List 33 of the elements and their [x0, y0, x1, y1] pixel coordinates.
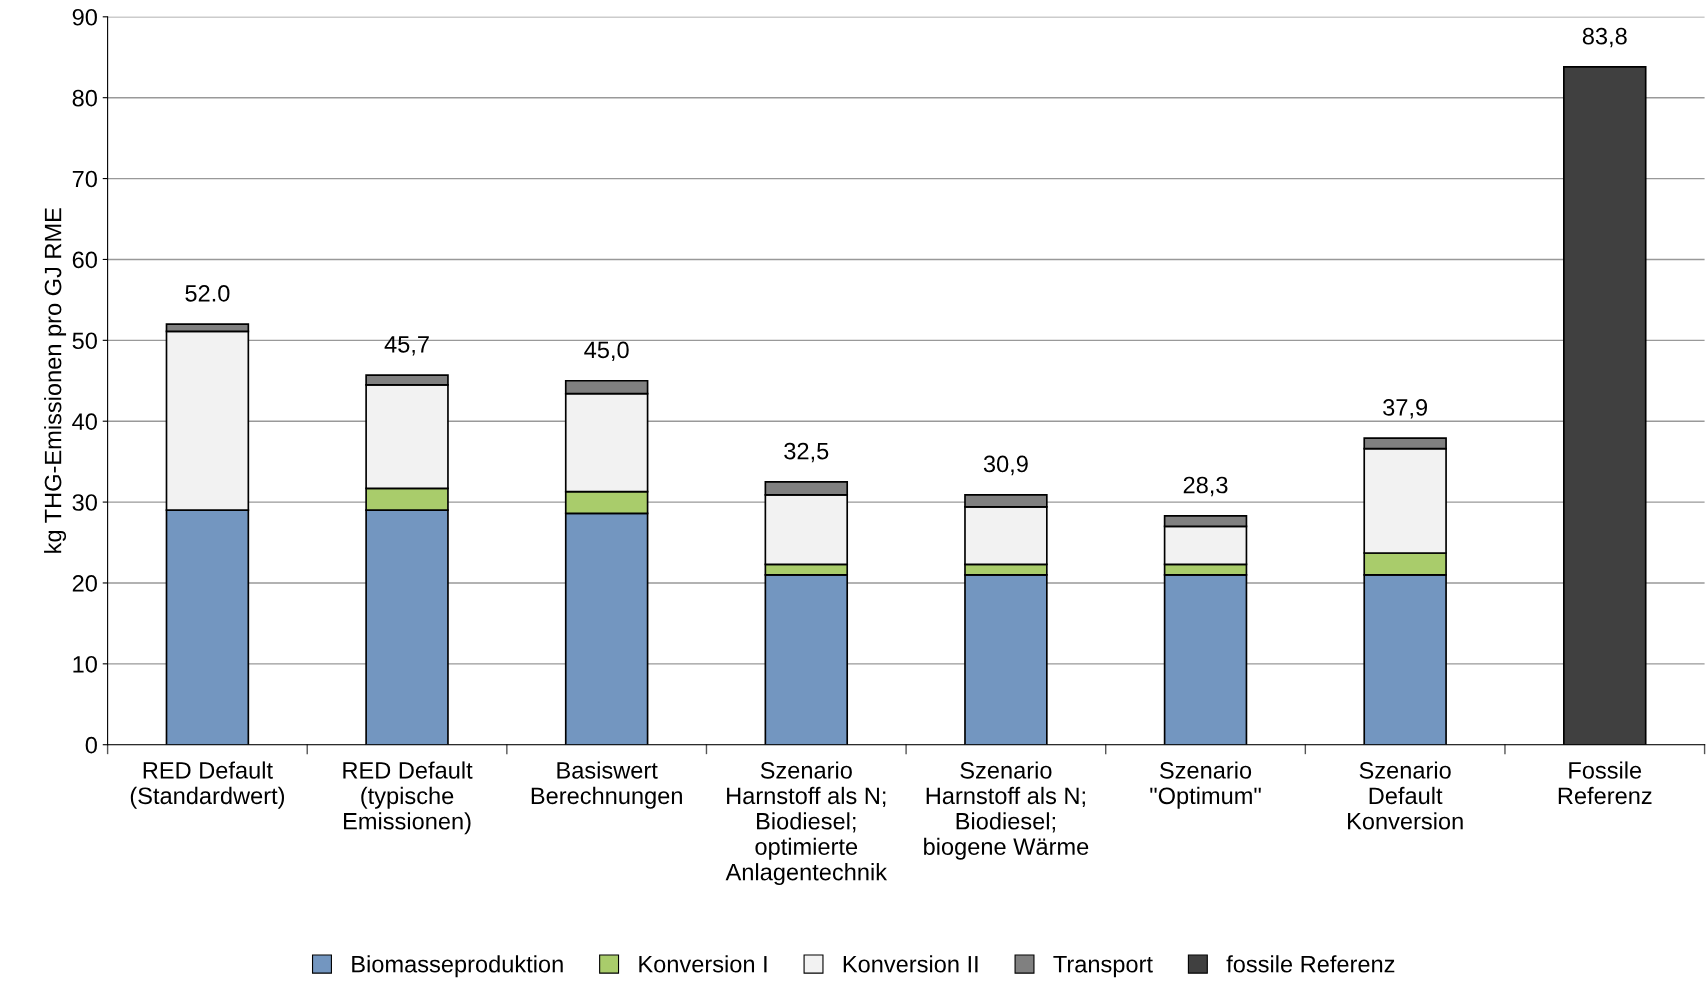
x-tick-label: Szenario Harnstoff als N; Biodiesel; biogene Wärme: [924, 761, 1089, 860]
y-tick-label: 30: [72, 494, 97, 511]
total-label: 28,3: [1183, 476, 1228, 497]
x-tick-label: RED Default (Standardwert): [130, 761, 285, 809]
x-tick-label: Szenario Default Konversion: [1348, 761, 1463, 830]
total-label: 45,7: [384, 336, 429, 356]
y-tick-label: 60: [72, 251, 97, 269]
x-tick-label: Fossile Referenz: [1558, 761, 1652, 805]
legend-label: Konversion II: [843, 955, 978, 973]
y-tick-label: 50: [72, 332, 97, 350]
total-label: 32,5: [784, 442, 829, 463]
bar: [1563, 66, 1647, 745]
y-axis-title: kg THG-Emissionen pro GJ RME: [44, 208, 67, 553]
y-tick-label: 10: [73, 655, 97, 673]
x-tick-label: Szenario Harnstoff als N; Biodiesel; optimierte Anlagentechnik: [725, 761, 888, 886]
total-label: 45,0: [584, 341, 629, 362]
y-tick-label: 0: [85, 736, 97, 754]
y-tick-label: 70: [72, 170, 97, 188]
legend-label: fossile Referenz: [1226, 955, 1395, 973]
y-tick-label: 80: [72, 89, 97, 107]
y-tick-label: 40: [72, 413, 97, 430]
legend-label: Biomasseproduktion: [352, 955, 563, 978]
x-tick-label: RED Default (typische Emissionen): [343, 761, 473, 835]
x-tick-label: Szenario "Optimum": [1150, 761, 1261, 809]
x-tick-label: Basiswert Berechnungen: [531, 761, 682, 809]
total-label: 37,9: [1383, 399, 1428, 419]
total-label: 52.0: [185, 284, 230, 302]
total-label: 83,8: [1582, 27, 1627, 48]
total-label: 30,9: [983, 455, 1028, 476]
legend-label: Konversion I: [639, 955, 767, 973]
y-tick-label: 90: [72, 8, 97, 26]
legend-label: Transport: [1053, 956, 1153, 978]
y-tick-label: 20: [72, 575, 97, 592]
